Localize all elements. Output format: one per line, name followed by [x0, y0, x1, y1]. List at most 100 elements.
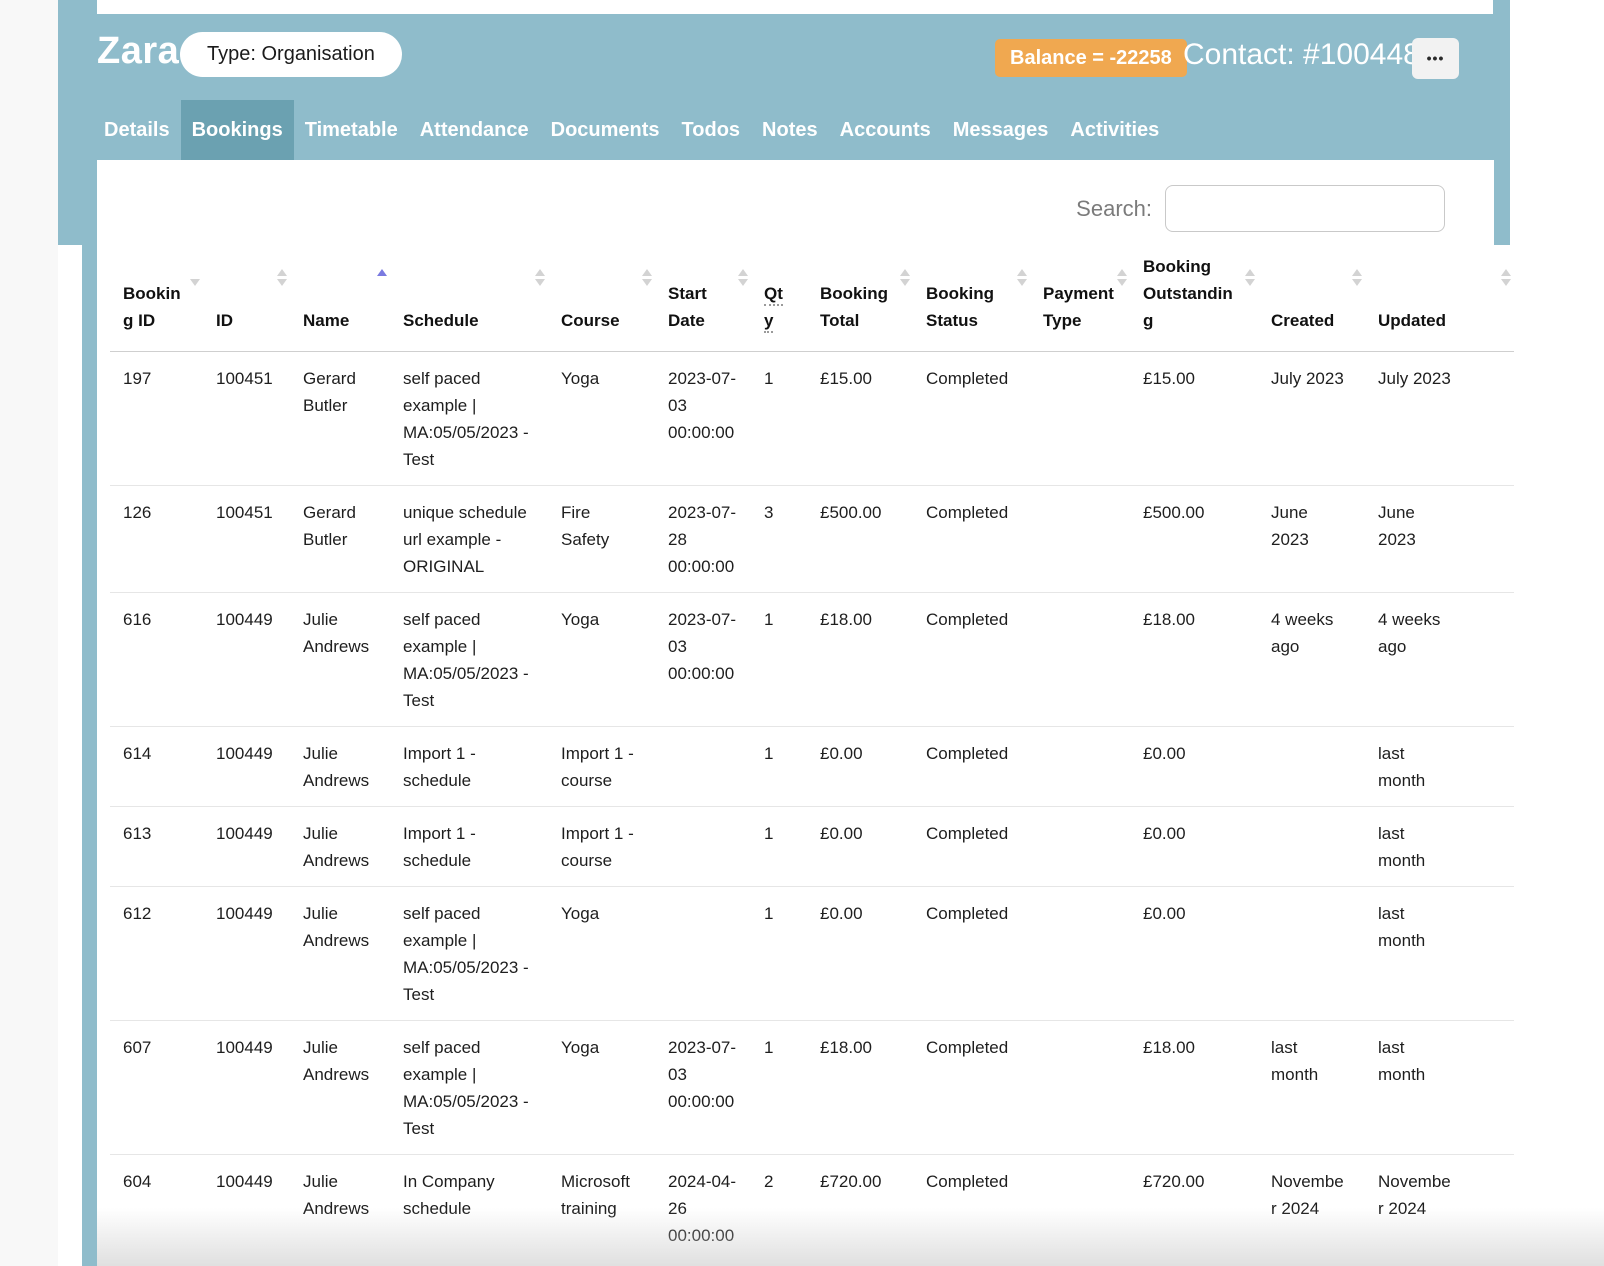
cell-status: Completed [913, 592, 1030, 727]
table-row[interactable]: 607 100449 Julie Andrews self paced example… [110, 1020, 1514, 1155]
sort-icon [1352, 269, 1364, 286]
cell-outstanding: £0.00 [1130, 726, 1258, 807]
cell-total: £15.00 [820, 369, 872, 388]
cell-payment [1030, 806, 1130, 887]
cell-outstanding: £0.00 [1130, 806, 1258, 887]
sort-icon [190, 269, 202, 286]
column-header-total[interactable]: Booking Total [807, 245, 913, 352]
column-header-bookingId[interactable]: Booking ID [110, 245, 203, 352]
cell-payment [1030, 1020, 1130, 1155]
column-label: Created [1271, 311, 1335, 330]
tab-details[interactable]: Details [104, 119, 170, 141]
column-header-created[interactable]: Created [1258, 245, 1365, 352]
cell-bookingId: 612 [110, 886, 203, 1021]
cell-name: Julie Andrews [290, 1154, 390, 1261]
cell-id: 100449 [203, 1154, 290, 1261]
cell-name: Julie Andrews [290, 1020, 390, 1155]
tab-activities[interactable]: Activities [1070, 119, 1160, 141]
cell-bookingId: 126 [110, 485, 203, 593]
cell-qty: 1 [751, 886, 807, 1021]
column-label: Schedule [403, 311, 479, 330]
cell-outstanding: £720.00 [1130, 1154, 1258, 1261]
cell-qty: 1 [764, 369, 774, 388]
column-label: Payment Type [1043, 284, 1114, 330]
cell-id: 100449 [203, 1020, 290, 1155]
cell-startDate: 2023-07-03 00:00:00 [655, 592, 751, 727]
table-row[interactable]: 612 100449 Julie Andrews self paced example… [110, 886, 1514, 1021]
cell-id: 100449 [203, 592, 290, 727]
cell-startDate: 2024-04-26 00:00:00 [655, 1154, 751, 1261]
tab-todos[interactable]: Todos [681, 119, 741, 141]
column-header-id[interactable]: ID [203, 245, 290, 352]
sort-icon [377, 269, 389, 286]
cell-name: Julie Andrews [290, 726, 390, 807]
search-input[interactable] [1165, 185, 1445, 232]
cell-id: 100449 [203, 886, 290, 1021]
column-header-status[interactable]: Booking Status [913, 245, 1030, 352]
tab-bookings[interactable]: Bookings [180, 100, 294, 160]
column-header-schedule[interactable]: Schedule [390, 245, 548, 352]
cell-schedule: self paced example | MA:05/05/2023 - Tes… [403, 369, 529, 469]
cell-updated: July 2023 [1378, 369, 1451, 388]
column-label: Course [561, 311, 620, 330]
cell-updated: last month [1365, 1020, 1514, 1155]
header-row: Booking ID ID Name Schedule Course Start Date… [110, 245, 1514, 352]
cell-status: Completed [913, 726, 1030, 807]
search-label: Search: [1076, 196, 1152, 221]
sort-icon [277, 269, 289, 286]
sort-icon [535, 269, 547, 286]
cell-qty: 1 [751, 592, 807, 727]
tab-messages[interactable]: Messages [952, 119, 1049, 141]
tab-accounts[interactable]: Accounts [839, 119, 931, 141]
sort-icon [1117, 269, 1129, 286]
column-label: Booking Status [926, 284, 994, 330]
cell-startDate: 2023-07-03 00:00:00 [668, 369, 737, 442]
tab-documents[interactable]: Documents [550, 119, 660, 141]
cell-status: Completed [913, 485, 1030, 593]
table-row[interactable]: 613 100449 Julie Andrews Import 1 - schedul… [110, 806, 1514, 887]
cell-updated: last month [1365, 886, 1514, 1021]
cell-course: Yoga [561, 369, 600, 388]
table-row[interactable]: 616 100449 Julie Andrews self paced example… [110, 592, 1514, 727]
cell-updated: last month [1365, 806, 1514, 887]
contact-type-badge: Type: Organisation [180, 32, 402, 77]
column-label: Name [303, 311, 350, 330]
column-header-updated[interactable]: Updated [1365, 245, 1514, 352]
cell-name: Gerard Butler [303, 369, 356, 415]
column-header-qty[interactable]: Qty [751, 245, 807, 352]
cell-payment [1030, 592, 1130, 727]
column-header-startDate[interactable]: Start Date [655, 245, 751, 352]
cell-course: Fire Safety [548, 485, 655, 593]
cell-total: £500.00 [807, 485, 913, 593]
cell-updated: last month [1365, 726, 1514, 807]
sort-icon [1017, 269, 1029, 286]
cell-created: last month [1258, 1020, 1365, 1155]
cell-id: 100451 [216, 369, 273, 388]
cell-payment [1030, 1154, 1130, 1261]
cell-total: £18.00 [807, 592, 913, 727]
column-header-name[interactable]: Name [290, 245, 390, 352]
table-row[interactable]: 604 100449 Julie Andrews In Company schedul… [110, 1154, 1514, 1261]
cell-outstanding: £15.00 [1143, 369, 1195, 388]
previous-card-edge [97, 0, 1493, 14]
cell-status: Completed [913, 1020, 1030, 1155]
table-row[interactable]: 197 100451 Gerard Butler self paced example… [110, 352, 1514, 486]
column-label: Updated [1378, 311, 1446, 330]
column-header-course[interactable]: Course [548, 245, 655, 352]
cell-total: £720.00 [807, 1154, 913, 1261]
cell-status: Completed [913, 806, 1030, 887]
tab-notes[interactable]: Notes [762, 119, 818, 141]
more-actions-button[interactable]: ••• [1412, 38, 1459, 79]
column-header-outstanding[interactable]: Booking Outstanding [1130, 245, 1258, 352]
table-row[interactable]: 614 100449 Julie Andrews Import 1 - schedul… [110, 726, 1514, 807]
tab-timetable[interactable]: Timetable [304, 119, 398, 141]
cell-name: Julie Andrews [290, 592, 390, 727]
tab-attendance[interactable]: Attendance [419, 119, 529, 141]
cell-created [1258, 726, 1365, 807]
column-header-payment[interactable]: Payment Type [1030, 245, 1130, 352]
table-row[interactable]: 126 100451 Gerard Butler unique schedule ur… [110, 485, 1514, 593]
cell-schedule: Import 1 - schedule [390, 806, 548, 887]
cell-outstanding: £500.00 [1130, 485, 1258, 593]
cell-payment [1030, 352, 1130, 486]
cell-schedule: Import 1 - schedule [390, 726, 548, 807]
